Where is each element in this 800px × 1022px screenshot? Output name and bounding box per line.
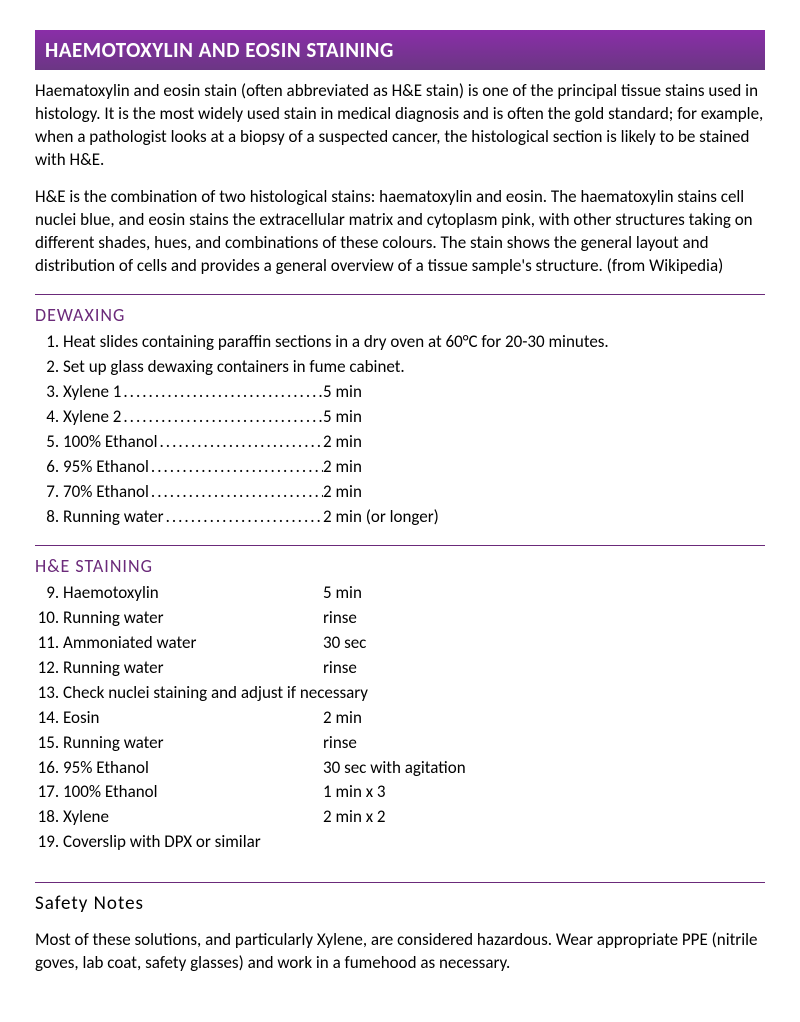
step-time: 2 min (323, 481, 765, 504)
dewaxing-steps-list: Heat slides containing paraffin sections… (35, 331, 765, 529)
list-item: 100% Ethanol1 min x 3 (63, 781, 765, 804)
step-label: Xylene 2 (63, 406, 323, 429)
list-item: 70% Ethanol2 min (63, 481, 765, 504)
step-time: 30 sec (323, 632, 765, 655)
step-label: 95% Ethanol (63, 456, 323, 479)
page-title-bar: HAEMOTOXYLIN AND EOSIN STAINING (35, 30, 765, 70)
list-item: Haemotoxylin5 min (63, 582, 765, 605)
step-label: Running water (63, 732, 323, 755)
step-time: 30 sec with agitation (323, 757, 765, 780)
step-time: 5 min (323, 406, 765, 429)
intro-paragraph-1: Haematoxylin and eosin stain (often abbr… (35, 80, 765, 172)
step-time: rinse (323, 657, 765, 680)
step-label: Xylene (63, 806, 323, 829)
list-item: Heat slides containing paraffin sections… (63, 331, 765, 354)
step-time: 2 min (or longer) (323, 506, 765, 529)
he-staining-steps-list: Haemotoxylin5 minRunning waterrinseAmmon… (35, 582, 765, 854)
list-item: Running water2 min (or longer) (63, 506, 765, 529)
list-item: Eosin2 min (63, 707, 765, 730)
intro-block: Haematoxylin and eosin stain (often abbr… (35, 80, 765, 278)
safety-body: Most of these solutions, and particularl… (35, 929, 765, 975)
step-label: Haemotoxylin (63, 582, 323, 605)
step-time: rinse (323, 607, 765, 630)
step-time: rinse (323, 732, 765, 755)
step-label: Ammoniated water (63, 632, 323, 655)
he-staining-heading: H&E STAINING (35, 545, 765, 578)
list-item: 95% Ethanol30 sec with agitation (63, 757, 765, 780)
safety-heading: Safety Notes (35, 882, 765, 917)
intro-paragraph-2: H&E is the combination of two histologic… (35, 186, 765, 278)
step-time: 2 min (323, 431, 765, 454)
list-item: Coverslip with DPX or similar (63, 831, 765, 854)
list-item: Check nuclei staining and adjust if nece… (63, 682, 765, 705)
list-item: Xylene 25 min (63, 406, 765, 429)
list-item: Running waterrinse (63, 607, 765, 630)
step-label: Eosin (63, 707, 323, 730)
step-time: 5 min (323, 582, 765, 605)
step-label: 95% Ethanol (63, 757, 323, 780)
list-item: 100% Ethanol2 min (63, 431, 765, 454)
step-time: 2 min (323, 707, 765, 730)
list-item: Xylene 15 min (63, 381, 765, 404)
step-time: 2 min x 2 (323, 806, 765, 829)
list-item: Ammoniated water30 sec (63, 632, 765, 655)
step-time: 2 min (323, 456, 765, 479)
step-label: 100% Ethanol (63, 431, 323, 454)
dewaxing-heading: DEWAXING (35, 294, 765, 327)
list-item: Xylene2 min x 2 (63, 806, 765, 829)
list-item: Set up glass dewaxing containers in fume… (63, 356, 765, 379)
step-label: 70% Ethanol (63, 481, 323, 504)
step-time: 1 min x 3 (323, 781, 765, 804)
step-label: Running water (63, 506, 323, 529)
step-label: Xylene 1 (63, 381, 323, 404)
list-item: Running waterrinse (63, 732, 765, 755)
step-label: Running water (63, 657, 323, 680)
step-label: Running water (63, 607, 323, 630)
step-label: 100% Ethanol (63, 781, 323, 804)
list-item: 95% Ethanol2 min (63, 456, 765, 479)
page-title: HAEMOTOXYLIN AND EOSIN STAINING (45, 37, 394, 63)
list-item: Running waterrinse (63, 657, 765, 680)
step-time: 5 min (323, 381, 765, 404)
